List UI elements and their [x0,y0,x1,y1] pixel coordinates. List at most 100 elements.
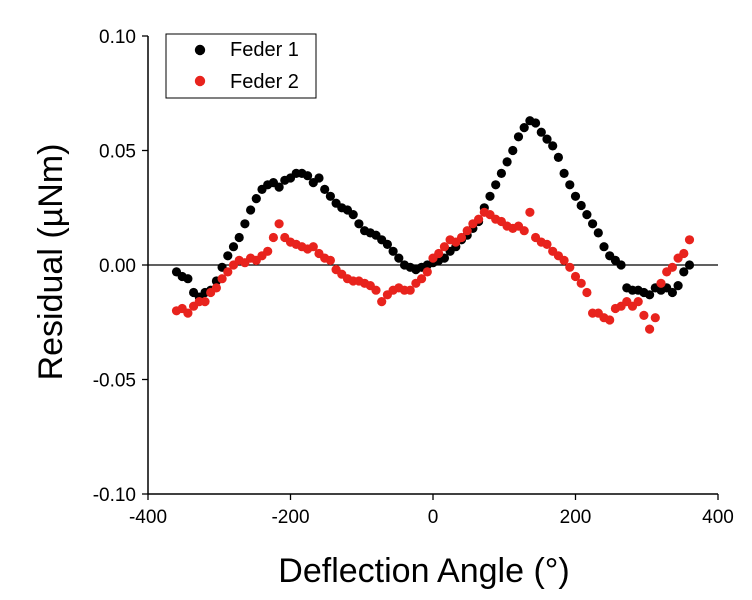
data-point [263,246,273,256]
data-point [684,235,695,245]
y-tick-label: 0.00 [99,256,136,277]
data-point [559,255,569,265]
data-point [354,219,364,229]
data-point [513,132,524,142]
data-point [456,232,467,243]
data-point [183,274,193,284]
data-point [223,251,233,261]
data-point [371,285,381,295]
data-point [502,157,512,167]
data-point [576,200,586,211]
data-point [422,267,432,277]
data-point [325,255,335,265]
tick-layer: -400 -200 0 200 400 -0.10 -0.05 0.00 0.05 0.10 [93,27,734,528]
data-point [667,287,678,298]
data-point [576,278,586,288]
data-point [274,219,284,229]
data-point [234,232,244,243]
data-point [673,281,683,291]
data-point [588,219,598,229]
data-point [639,310,649,320]
data-point [200,297,210,307]
data-point [656,278,666,288]
x-tick-label: 0 [428,507,439,528]
data-point [382,239,392,249]
data-point [462,226,472,236]
legend-label-feder-2: Feder 2 [230,71,299,93]
x-tick-label: 400 [702,507,734,528]
series-2 [171,207,695,334]
data-point [616,260,626,270]
data-point [645,324,655,334]
data-point [553,152,564,162]
data-point [246,205,256,215]
data-point [183,308,193,318]
data-point [314,173,324,183]
data-point [508,145,518,156]
legend-marker-dot [194,44,206,56]
y-tick-label: -0.05 [93,371,136,392]
data-point [531,118,541,128]
data-point [565,180,575,190]
data-point [542,239,552,249]
legend-box [165,33,317,99]
data-point [217,274,227,284]
data-point [593,228,603,238]
data-point [582,287,592,298]
data-point [211,283,221,293]
data-point [582,210,592,220]
data-point [519,123,529,133]
data-point [565,262,575,272]
data-point [525,207,535,217]
data-point [240,219,250,229]
data-point [388,246,398,256]
legend-marker-feder-2 [194,75,206,87]
x-axis-title: Deflection Angle (°) [278,552,569,590]
y-tick-label: -0.10 [93,485,136,506]
data-point [491,180,501,190]
legend: Feder 1 Feder 2 [165,33,317,99]
data-point [228,242,239,252]
data-point [485,191,495,201]
data-point [548,141,558,151]
y-tick-label: 0.05 [99,142,136,163]
data-point [684,260,695,270]
legend-label-feder-1: Feder 1 [230,39,299,61]
data-point [679,267,689,277]
data-point [325,191,335,201]
data-point [268,232,278,243]
data-point [536,127,546,137]
data-point [434,248,444,259]
data-point [405,285,415,295]
data-point [496,168,506,178]
data-point [559,168,569,178]
data-point [474,214,484,224]
data-point [650,313,660,323]
data-point [251,194,261,204]
data-point [605,315,615,325]
legend-marker-dot [194,75,206,87]
data-point [667,262,678,272]
data-point [439,242,449,252]
series-layer [171,116,695,334]
data-point [303,171,313,181]
data-point [394,253,404,263]
data-point [599,242,609,252]
data-point [645,290,655,300]
data-point [348,210,358,220]
x-tick-label: 200 [560,507,592,528]
y-axis-title: Residual (µNm) [32,144,70,381]
data-point [570,191,581,201]
data-point [417,274,427,284]
data-point [679,248,689,259]
legend-marker-feder-1 [194,44,206,56]
data-point [320,184,330,194]
data-point [223,267,233,277]
data-point [519,226,529,236]
y-tick-label: 0.10 [99,27,136,48]
data-point [274,182,284,192]
x-tick-label: -400 [129,507,167,528]
data-point [570,271,581,282]
data-point [308,242,318,252]
data-point [633,297,643,307]
